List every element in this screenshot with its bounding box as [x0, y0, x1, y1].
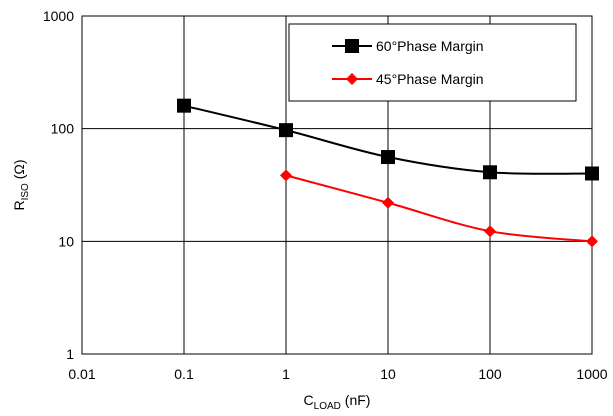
series-layer	[177, 98, 599, 248]
data-point	[382, 196, 394, 209]
data-point	[280, 169, 292, 182]
y-tick-label: 1000	[43, 8, 74, 24]
data-point	[177, 98, 191, 113]
y-axis-ticks: 1 10 100 1000	[43, 8, 74, 362]
data-point	[484, 225, 496, 238]
y-axis-label: RISO (Ω)	[11, 159, 31, 210]
legend-label: 45°Phase Margin	[376, 71, 484, 87]
data-point	[279, 123, 293, 138]
data-point	[381, 150, 395, 165]
plot-frame	[81, 15, 593, 355]
x-tick-label: 100	[478, 366, 502, 382]
legend-marker	[345, 39, 359, 53]
legend-marker	[346, 73, 358, 85]
x-axis-label-sub: LOAD	[314, 401, 341, 412]
y-tick-label: 1	[66, 346, 74, 362]
y-axis-label-main: R	[11, 200, 27, 210]
x-tick-label: 0.01	[68, 366, 95, 382]
legend-label: 60°Phase Margin	[376, 38, 484, 54]
series-2	[280, 169, 598, 248]
x-tick-label: 1	[282, 366, 290, 382]
legend-item: 45°Phase Margin	[332, 71, 484, 87]
legend-box	[288, 23, 577, 102]
series-1	[177, 98, 599, 181]
y-axis-label-unit: (Ω)	[11, 159, 27, 183]
series-line	[285, 174, 593, 243]
x-axis-ticks: 0.01 0.1 1 10 100 1000	[68, 366, 607, 382]
x-axis-label-unit: (nF)	[341, 392, 371, 408]
y-axis-label-sub: ISO	[20, 183, 31, 200]
x-axis-label: CLOAD (nF)	[304, 392, 371, 412]
legend: 60°Phase Margin 45°Phase Margin	[288, 23, 577, 102]
x-tick-label: 0.1	[174, 366, 194, 382]
data-point	[586, 235, 598, 248]
x-axis-label-main: C	[304, 392, 314, 408]
x-tick-label: 10	[380, 366, 396, 382]
x-tick-label: 1000	[576, 366, 607, 382]
legend-item: 60°Phase Margin	[332, 38, 484, 54]
data-point	[585, 166, 599, 181]
data-point	[483, 165, 497, 180]
y-tick-label: 100	[51, 121, 75, 137]
y-tick-label: 10	[58, 233, 74, 249]
